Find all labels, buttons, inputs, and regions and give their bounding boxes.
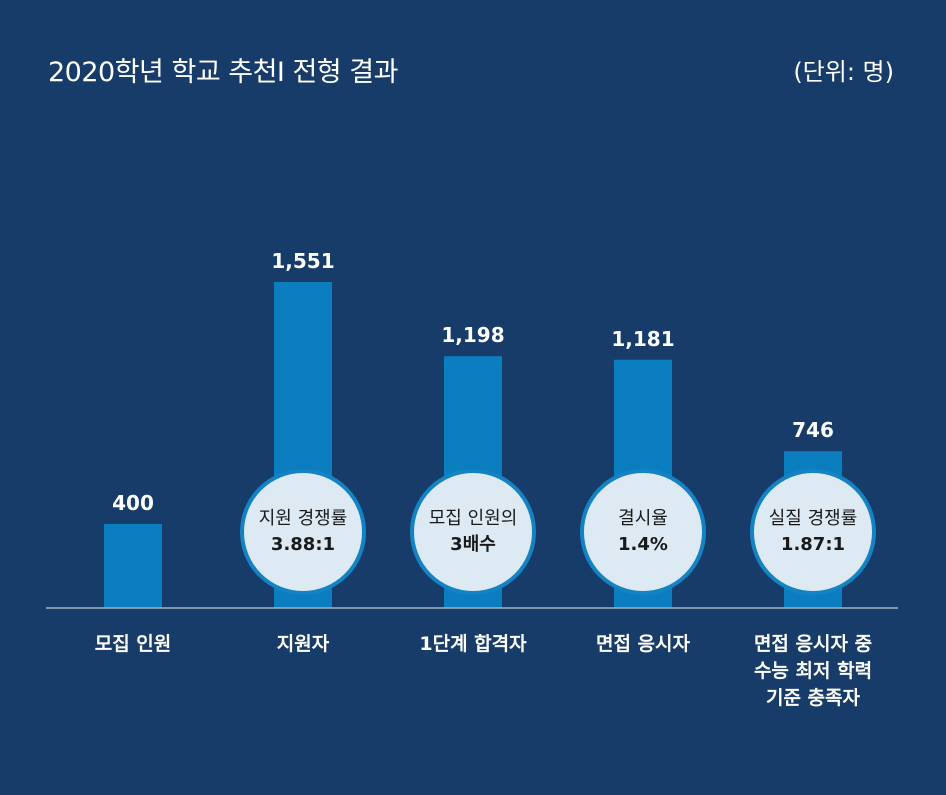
value-label-2: 1,551 <box>271 249 334 273</box>
annotation-line2: 3배수 <box>450 534 496 555</box>
unit-label: (단위: 명) <box>793 58 894 86</box>
value-label-5: 746 <box>792 418 834 442</box>
annotation-line1: 모집 인원의 <box>428 508 518 529</box>
annotation-bubble-5: 실질 경쟁률 1.87:1 <box>750 469 876 595</box>
annotation-line2: 3.88:1 <box>270 534 336 555</box>
annotation-line1: 결시율 <box>618 508 668 529</box>
annotation-bubble-4: 결시율 1.4% <box>580 469 706 595</box>
category-line: 면접 응시자 중 <box>753 633 873 655</box>
value-label-1: 400 <box>112 491 154 515</box>
annotation-line1: 지원 경쟁률 <box>258 508 348 529</box>
annotation-line1: 실질 경쟁률 <box>768 508 858 529</box>
bar-1 <box>104 523 162 608</box>
category-label-2: 지원자 <box>203 631 403 658</box>
category-label-1: 모집 인원 <box>33 631 233 658</box>
category-label-4: 면접 응시자 <box>543 631 743 658</box>
annotation-line2: 1.87:1 <box>780 534 846 555</box>
category-line: 지원자 <box>276 633 330 655</box>
annotation-bubble-2: 지원 경쟁률 3.88:1 <box>240 469 366 595</box>
category-line: 기준 충족자 <box>765 687 860 709</box>
category-label-3: 1단계 합격자 <box>373 631 573 658</box>
chart-title: 2020학년 학교 추천Ⅰ 전형 결과 <box>48 57 398 88</box>
category-line: 수능 최저 학력 <box>753 660 873 682</box>
value-label-3: 1,198 <box>441 323 504 347</box>
value-label-4: 1,181 <box>611 327 674 351</box>
category-line: 모집 인원 <box>94 633 172 655</box>
category-line: 1단계 합격자 <box>419 633 527 655</box>
annotation-line2: 1.4% <box>618 534 668 555</box>
category-line: 면접 응시자 <box>595 633 690 655</box>
annotation-bubble-3: 모집 인원의 3배수 <box>410 469 536 595</box>
